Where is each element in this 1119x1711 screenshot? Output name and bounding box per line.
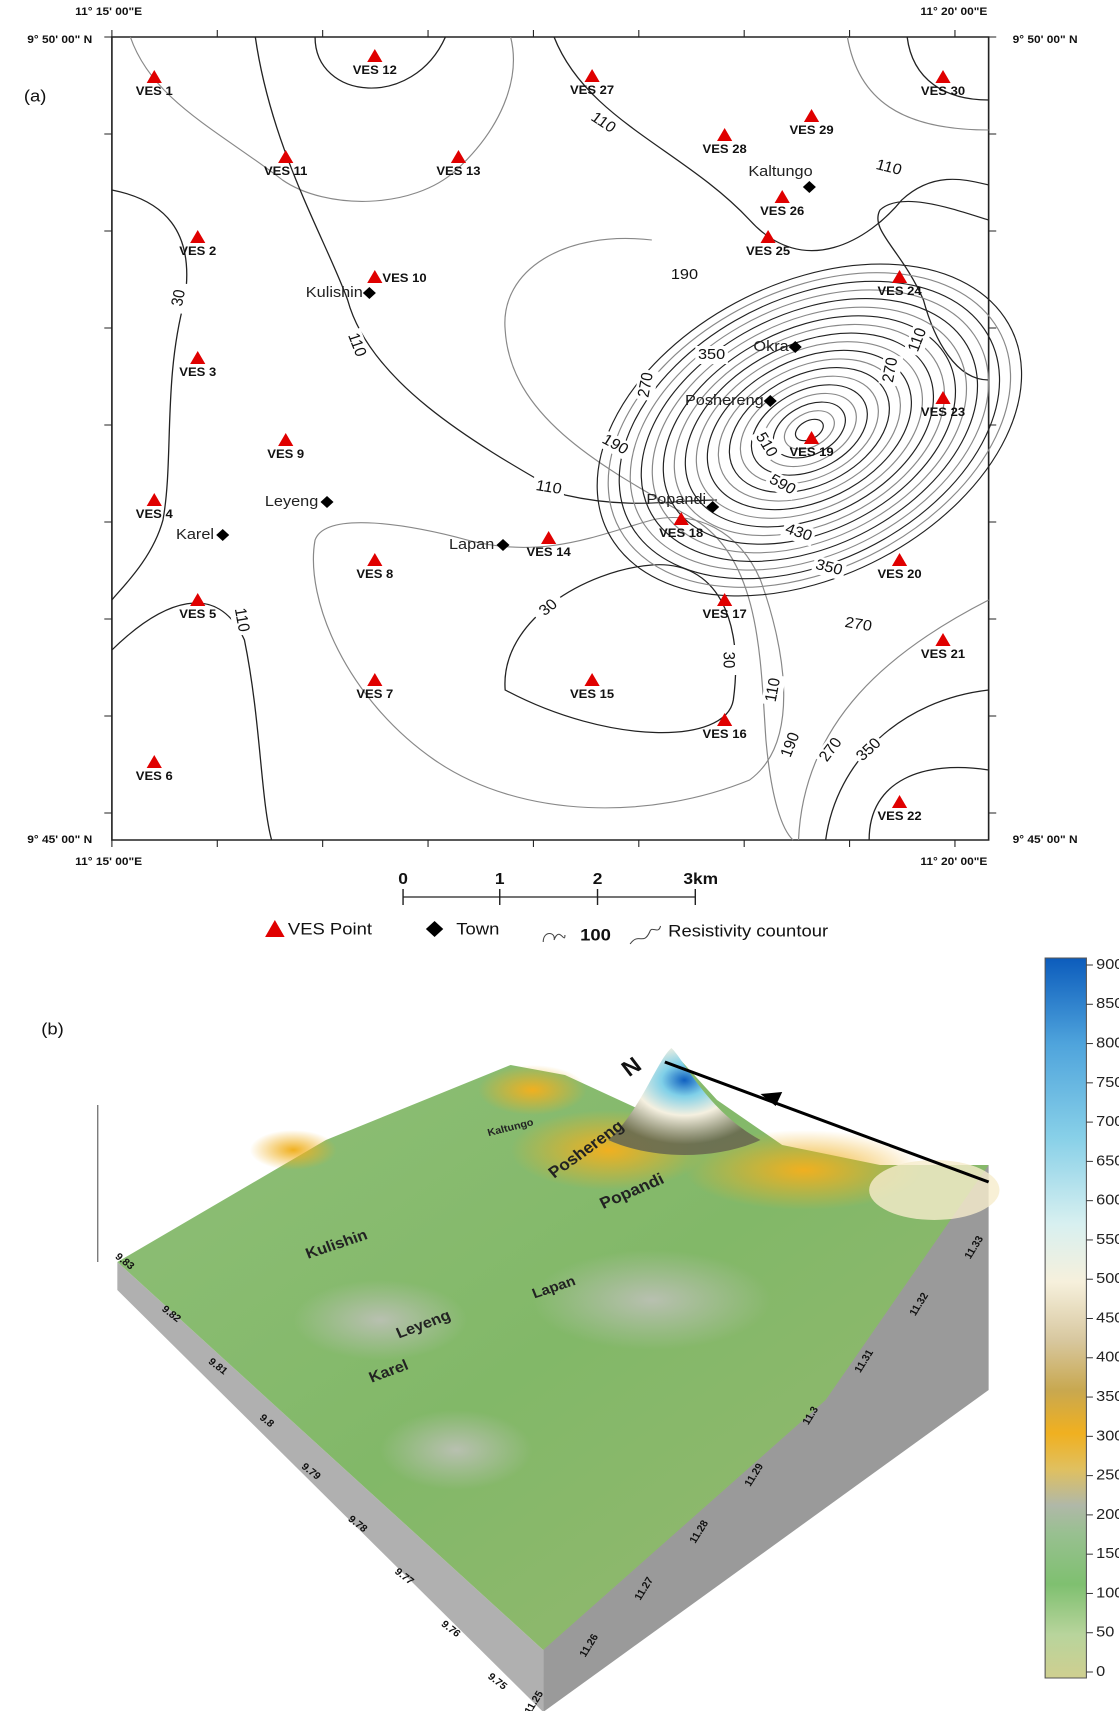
town-label: Okra [753, 339, 789, 355]
ves-label: VES 25 [746, 245, 790, 258]
town-label: Kulishin [306, 285, 363, 301]
lat-tick-label: 9.75 [485, 1672, 509, 1693]
ves-label: VES 23 [921, 406, 965, 419]
colorbar-tick-label: 850 [1096, 996, 1119, 1012]
panel-label: (a) [24, 86, 47, 105]
ves-label: VES 28 [703, 143, 747, 156]
panel-label: (b) [41, 1019, 64, 1038]
ves-label: VES 18 [659, 527, 703, 540]
ves-label: VES 17 [703, 608, 747, 621]
coordinate-label: 9° 45' 00" N [1013, 834, 1078, 845]
shade [532, 1250, 771, 1350]
ves-label: VES 9 [267, 448, 304, 461]
ves-label: VES 5 [179, 608, 216, 621]
colorbar-tick-label: 350 [1096, 1389, 1119, 1405]
colorbar-tick-label: 50 [1096, 1624, 1114, 1640]
colorbar-tick-label: 650 [1096, 1153, 1119, 1169]
coordinate-label: 9° 50' 00" N [1013, 34, 1078, 45]
shade [869, 1160, 999, 1220]
coordinate-label: 11° 20' 00"E [920, 856, 987, 867]
coordinate-label: 11° 15' 00"E [75, 856, 142, 867]
coordinate-label: 9° 45' 00" N [27, 834, 92, 845]
colorbar-tick-label: 250 [1096, 1467, 1119, 1483]
contour-label: 190 [671, 267, 698, 283]
ves-label: VES 20 [877, 568, 921, 581]
ves-label: VES 21 [921, 648, 965, 661]
colorbar-tick-label: 300 [1096, 1428, 1119, 1444]
ves-label: VES 22 [877, 810, 921, 823]
ves-label: VES 8 [356, 568, 393, 581]
scale-label: 0 [398, 870, 408, 888]
scale-label: 2 [593, 870, 603, 888]
town-label: Karel [176, 527, 214, 543]
page: 11° 15' 00"E 11° 20' 00"E 11° 15' 00"E 11° … [0, 0, 1119, 1711]
colorbar-tick-label: 500 [1096, 1271, 1119, 1287]
town-label: Poshereng [685, 393, 764, 409]
colorbar-tick-label: 800 [1096, 1035, 1119, 1051]
shade [478, 1065, 587, 1115]
legend-triangle [265, 920, 285, 937]
ves-label: VES 27 [570, 84, 614, 97]
town-label: Popandi [646, 492, 706, 508]
north-label: N [616, 1052, 646, 1082]
map-frame [112, 37, 989, 840]
surface-3d [98, 1048, 1000, 1711]
ves-label: VES 29 [789, 124, 833, 137]
colorbar-tick-label: 600 [1096, 1192, 1119, 1208]
ves-label: VES 30 [921, 85, 965, 98]
ves-label: VES 2 [179, 245, 216, 258]
colorbar-tick-label: 550 [1096, 1231, 1119, 1247]
colorbar-tick-label: 400 [1096, 1349, 1119, 1365]
ves-label: VES 19 [789, 446, 833, 459]
ves-label: VES 4 [136, 508, 173, 521]
ves-label: VES 15 [570, 688, 614, 701]
ves-label: VES 6 [136, 770, 173, 783]
contour-label: 350 [698, 347, 725, 363]
ves-label: VES 14 [527, 546, 571, 559]
shade [380, 1410, 532, 1490]
ves-label: VES 13 [436, 165, 480, 178]
colorbar-tick-label: 0 [1096, 1664, 1105, 1680]
town-label: Leyeng [265, 494, 318, 510]
legend-label: VES Point [288, 919, 372, 938]
ves-label: VES 11 [264, 165, 307, 178]
coordinate-label: 9° 50' 00" N [27, 34, 92, 45]
colorbar-tick-label: 200 [1096, 1506, 1119, 1522]
colorbar-tick-label: 900 [1096, 957, 1119, 973]
colorbar [1045, 958, 1086, 1678]
scale-bar [403, 889, 695, 905]
contour-label: 30 [719, 652, 737, 669]
colorbar-tick-label: 100 [1096, 1585, 1119, 1601]
ves-label: VES 7 [356, 688, 393, 701]
legend-label: Resistivity countour [668, 921, 828, 940]
town-label: Lapan [449, 537, 494, 553]
ves-label: VES 24 [877, 285, 921, 298]
ves-label: VES 3 [179, 366, 216, 379]
ves-label: VES 16 [703, 728, 747, 741]
coordinate-label: 11° 20' 00"E [920, 6, 987, 17]
contour-label: 30 [169, 288, 190, 308]
ves-label: VES 10 [382, 272, 426, 285]
figure: 11° 15' 00"E 11° 20' 00"E 11° 15' 00"E 11° … [0, 0, 1119, 1711]
town-label: Kaltungo [748, 164, 813, 180]
scale-label: 1 [495, 870, 505, 888]
colorbar-tick-label: 450 [1096, 1310, 1119, 1326]
ves-label: VES 26 [760, 205, 804, 218]
shade [250, 1130, 337, 1170]
ves-label: VES 12 [353, 64, 397, 77]
colorbar-tick-label: 150 [1096, 1546, 1119, 1562]
legend-diamond [426, 921, 443, 937]
colorbar-tick-label: 750 [1096, 1074, 1119, 1090]
coordinate-label: 11° 15' 00"E [75, 6, 142, 17]
legend-label: Town [456, 919, 499, 938]
scale-label: 3km [683, 870, 718, 888]
ves-label: VES 1 [136, 85, 173, 98]
legend-label: 100 [580, 925, 611, 944]
colorbar-tick-label: 700 [1096, 1114, 1119, 1130]
